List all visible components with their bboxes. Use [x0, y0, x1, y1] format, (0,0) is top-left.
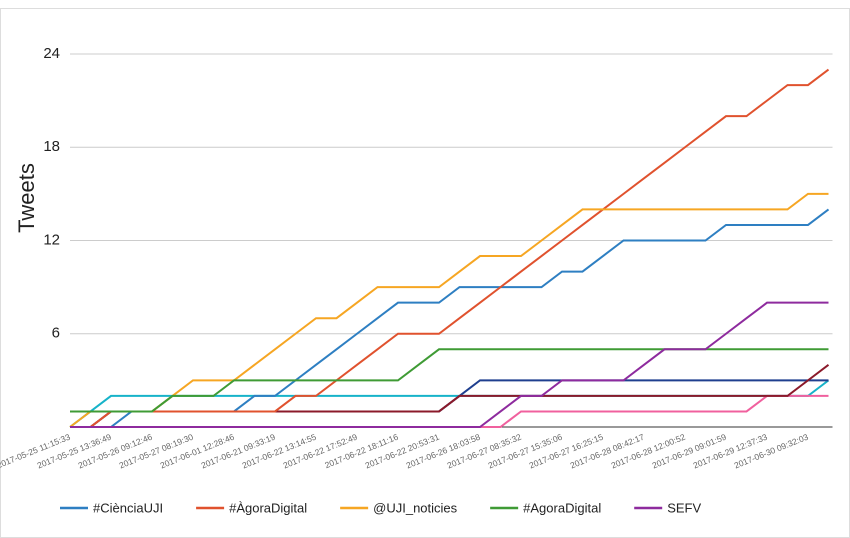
series-line	[70, 68, 830, 428]
y-tick-label: 12	[43, 231, 60, 248]
legend-label: SEFV	[667, 500, 701, 515]
legend-label: #AgoraDigital	[523, 500, 601, 515]
legend-label: @UJI_noticies	[373, 500, 458, 515]
frame	[0, 8, 850, 538]
y-axis-title: Tweets	[14, 163, 39, 233]
legend-label: #CiènciaUJI	[93, 500, 163, 515]
y-tick-label: 6	[52, 325, 60, 342]
series-line	[70, 301, 829, 428]
series-line	[69, 192, 829, 428]
y-tick-label: 24	[43, 45, 60, 62]
y-tick-label: 18	[43, 138, 60, 155]
legend-label: #ÀgoraDigital	[229, 500, 307, 515]
